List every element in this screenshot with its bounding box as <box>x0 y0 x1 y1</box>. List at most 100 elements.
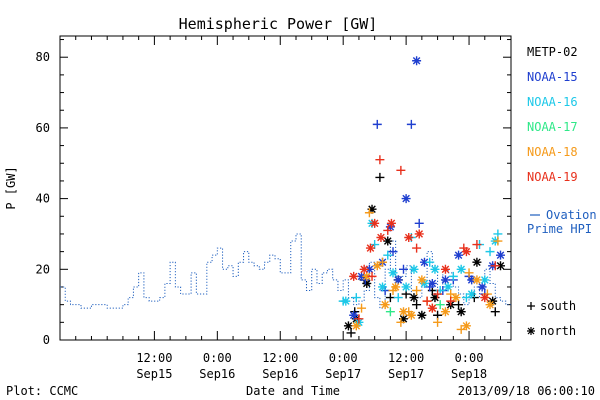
x-tick-label: 0:00 <box>203 351 232 365</box>
north-marker <box>480 293 490 303</box>
south-marker <box>425 257 435 267</box>
y-axis-label: P [GW] <box>4 166 18 209</box>
south-marker <box>435 300 445 310</box>
south-marker <box>406 119 416 129</box>
x-tick-date-label: Sep17 <box>325 367 361 381</box>
south-marker <box>412 286 422 296</box>
y-tick-label: 80 <box>36 50 50 64</box>
north-marker <box>456 264 466 274</box>
north-marker <box>365 243 375 253</box>
legend-noaa-15: NOAA-15 <box>527 70 578 84</box>
south-marker <box>372 119 382 129</box>
satellite-markers <box>338 56 506 338</box>
legend-noaa-16: NOAA-16 <box>527 95 578 109</box>
x-tick-label: 12:00 <box>262 351 298 365</box>
series-noaa-17 <box>385 300 445 317</box>
x-tick-date-label: Sep16 <box>199 367 235 381</box>
north-marker <box>393 275 403 285</box>
north-marker <box>467 289 477 299</box>
north-marker <box>417 275 427 285</box>
north-marker <box>412 56 422 66</box>
north-marker <box>349 271 359 281</box>
south-marker <box>485 247 495 257</box>
south-marker <box>346 328 356 338</box>
south-marker <box>433 289 443 299</box>
south-marker <box>412 300 422 310</box>
footer-plot-credit: Plot: CCMC <box>6 384 78 398</box>
south-marker <box>493 236 503 246</box>
north-marker <box>362 278 372 288</box>
x-tick-date-label: Sep16 <box>262 367 298 381</box>
legend-noaa-18: NOAA-18 <box>527 145 578 159</box>
north-marker <box>406 310 416 320</box>
south-marker <box>364 208 374 218</box>
y-tick-label: 40 <box>36 192 50 206</box>
south-marker <box>398 264 408 274</box>
north-marker <box>364 264 374 274</box>
south-marker <box>454 300 464 310</box>
north-marker <box>401 194 411 204</box>
south-marker <box>351 293 361 303</box>
legend-north-label: north <box>540 324 576 338</box>
south-marker <box>464 268 474 278</box>
north-marker <box>378 282 388 292</box>
north-marker <box>467 275 477 285</box>
south-marker <box>414 218 424 228</box>
south-marker <box>490 261 500 271</box>
south-marker <box>490 307 500 317</box>
south-marker <box>385 293 395 303</box>
legend-ovation-line1: Ovation <box>546 208 597 222</box>
series-noaa-19 <box>349 155 500 324</box>
north-marker <box>427 303 437 313</box>
north-marker <box>343 321 353 331</box>
north-marker <box>370 218 380 228</box>
x-axis-label: Date and Time <box>246 384 340 398</box>
north-marker <box>349 310 359 320</box>
south-marker <box>456 324 466 334</box>
north-marker <box>440 264 450 274</box>
x-tick-date-label: Sep18 <box>451 367 487 381</box>
north-marker <box>461 321 471 331</box>
north-marker <box>404 232 414 242</box>
south-marker <box>422 296 432 306</box>
north-marker <box>372 261 382 271</box>
north-marker <box>341 296 351 306</box>
south-marker <box>385 307 395 317</box>
south-marker <box>393 293 403 303</box>
south-marker <box>388 247 398 257</box>
x-tick-date-label: Sep15 <box>136 367 172 381</box>
chart-title: Hemispheric Power [GW] <box>179 15 378 33</box>
y-tick-label: 0 <box>43 333 50 347</box>
x-axis: 12:00 Sep15 0:00 Sep16 12:00 Sep16 0:00 Sep17 12… <box>59 36 502 381</box>
north-marker <box>477 282 487 292</box>
north-marker <box>388 268 398 278</box>
north-marker <box>496 250 506 260</box>
south-marker <box>433 317 443 327</box>
footer-timestamp: 2013/09/18 06:00:10 <box>458 384 595 398</box>
legend-ovation-line2: Prime HPI <box>527 222 592 236</box>
north-marker <box>430 293 440 303</box>
north-marker <box>359 264 369 274</box>
x-tick-label: 0:00 <box>455 351 484 365</box>
north-marker <box>409 293 419 303</box>
north-marker <box>427 278 437 288</box>
north-marker <box>417 310 427 320</box>
north-marker <box>419 257 429 267</box>
x-tick-date-label: Sep17 <box>388 367 424 381</box>
north-marker <box>362 271 372 281</box>
south-marker <box>367 271 377 281</box>
south-marker <box>396 165 406 175</box>
north-marker <box>472 257 482 267</box>
north-marker <box>456 307 466 317</box>
north-marker <box>480 275 490 285</box>
legend: METP-02 NOAA-15 NOAA-16 NOAA-17 NOAA-18 NOAA-… <box>527 45 597 338</box>
legend-south-marker <box>527 302 535 310</box>
south-marker <box>383 250 393 260</box>
south-marker <box>461 293 471 303</box>
legend-noaa-17: NOAA-17 <box>527 120 578 134</box>
south-marker <box>383 225 393 235</box>
y-axis: 0 20 40 60 80 <box>36 39 511 347</box>
x-tick-label: 0:00 <box>329 351 358 365</box>
north-marker <box>351 321 361 331</box>
